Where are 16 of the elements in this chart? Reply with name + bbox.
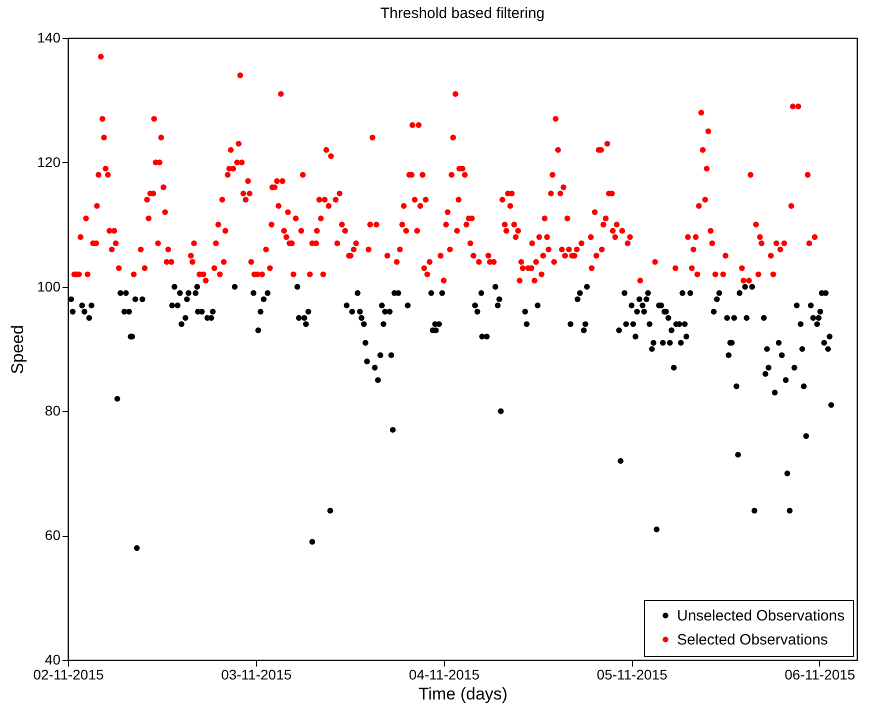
y-tick-label: 140: [37, 30, 61, 46]
x-tick-label: 06-11-2015: [784, 666, 856, 682]
legend-label: Selected Observations: [677, 632, 828, 648]
chart-title: Threshold based filtering: [380, 5, 545, 22]
y-axis-title: Speed: [8, 324, 28, 374]
y-tick-label: 40: [44, 652, 61, 668]
x-axis-title: Time (days): [418, 684, 508, 704]
x-tick-label: 02-11-2015: [33, 666, 104, 682]
y-tick-label: 120: [37, 154, 61, 170]
x-tick-label: 04-11-2015: [408, 666, 480, 682]
x-tick-label: 03-11-2015: [221, 666, 292, 682]
legend-label: Unselected Observations: [677, 608, 845, 624]
y-tick-label: 100: [37, 278, 61, 294]
y-tick-label: 60: [44, 527, 61, 544]
x-tick-label: 05-11-2015: [596, 666, 668, 682]
y-tick-label: 80: [44, 402, 61, 419]
